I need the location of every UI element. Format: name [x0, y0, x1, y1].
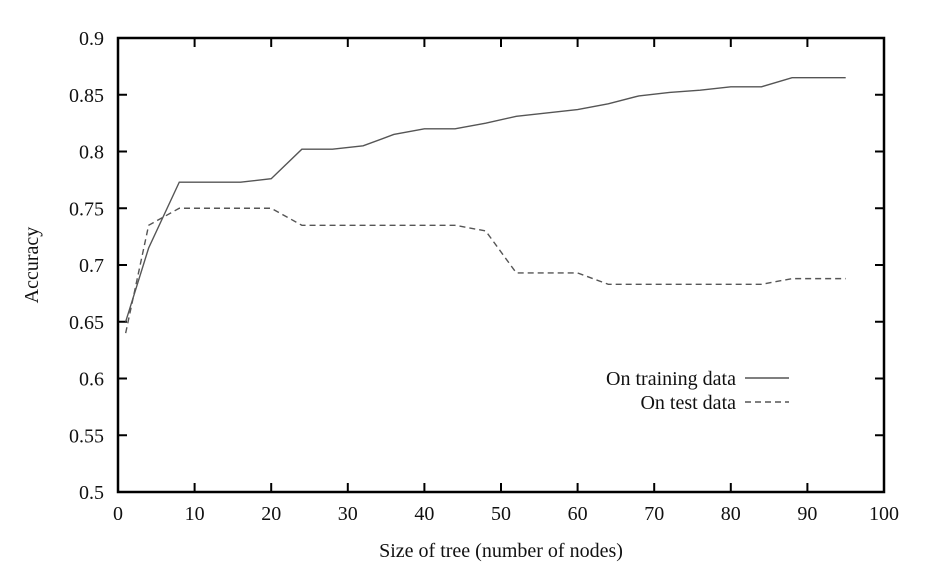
- legend: On training data On test data: [606, 368, 789, 414]
- y-tick-label: 0.65: [69, 312, 104, 334]
- x-tick-label: 0: [113, 503, 123, 525]
- y-tick-label: 0.5: [79, 482, 104, 504]
- y-tick-label: 0.85: [69, 85, 104, 107]
- plot-frame-group: [116, 36, 886, 494]
- x-tick-label: 30: [338, 503, 358, 525]
- series-line-test: [124, 207, 846, 334]
- x-axis-ticks: 0 10 20 30 40 50 60 70 80 90 100: [113, 38, 899, 525]
- x-tick-label: 50: [491, 503, 511, 525]
- y-tick-label: 0.7: [79, 255, 104, 277]
- series-layer: [124, 77, 846, 334]
- x-tick-label: 40: [414, 503, 434, 525]
- x-tick-label: 90: [797, 503, 817, 525]
- x-tick-label: 10: [185, 503, 205, 525]
- x-tick-label: 70: [644, 503, 664, 525]
- y-axis-title: Accuracy: [21, 227, 43, 304]
- series-line-training: [124, 77, 846, 322]
- x-tick-label: 100: [869, 503, 899, 525]
- y-tick-label: 0.55: [69, 425, 104, 447]
- y-tick-label: 0.9: [79, 28, 104, 50]
- legend-label-test: On test data: [640, 392, 736, 414]
- legend-label-training: On training data: [606, 368, 736, 390]
- plot-frame: [116, 36, 886, 494]
- y-tick-label: 0.75: [69, 198, 104, 220]
- x-tick-label: 80: [721, 503, 741, 525]
- x-axis-title: Size of tree (number of nodes): [379, 540, 623, 562]
- y-axis-ticks: 0.5 0.55 0.6 0.65 0.7 0.75 0.8 0.85 0.9: [69, 28, 884, 504]
- x-tick-label: 60: [568, 503, 588, 525]
- y-tick-label: 0.8: [79, 142, 104, 164]
- y-tick-label: 0.6: [79, 369, 104, 391]
- x-tick-label: 20: [261, 503, 281, 525]
